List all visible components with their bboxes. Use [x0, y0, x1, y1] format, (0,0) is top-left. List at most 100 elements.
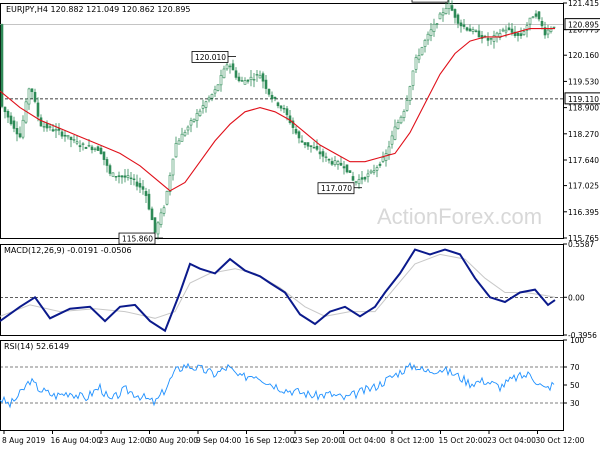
candle-body — [414, 57, 418, 70]
price-tick-label: 115.765 — [568, 234, 599, 243]
candle-body — [36, 102, 40, 117]
candle-body — [126, 175, 130, 178]
candle-body — [348, 170, 352, 173]
candle-body — [189, 120, 193, 126]
candle-body — [318, 151, 322, 155]
candle-body — [285, 108, 289, 116]
candle-body — [39, 117, 43, 127]
price-tick-label: 117.640 — [568, 156, 599, 165]
candle-body — [261, 73, 265, 82]
candle-body — [417, 55, 421, 60]
candle-body — [465, 27, 469, 31]
candle-body — [471, 29, 475, 32]
rsi-panel: RSI(14) 52.6149 100 70 50 30 — [0, 336, 585, 409]
annotation-box — [317, 182, 355, 195]
candle-body — [90, 146, 94, 151]
price-tick-label: 118.270 — [568, 130, 599, 139]
candle-body — [75, 141, 79, 144]
candle-body — [393, 126, 397, 140]
candle-body — [57, 128, 61, 131]
candle-body — [207, 97, 211, 101]
candle-body — [375, 167, 379, 171]
candle-body — [66, 134, 70, 138]
reference-box — [564, 92, 600, 105]
candle-body — [117, 175, 121, 177]
candle-body — [396, 122, 400, 129]
candle-body — [273, 96, 277, 99]
candle-body — [363, 176, 367, 180]
candle-body — [69, 136, 73, 141]
rsi-tick-label: 100 — [570, 336, 585, 345]
macd-line — [0, 248, 556, 333]
candle-body — [123, 175, 127, 178]
candle-body — [144, 191, 148, 196]
candle-body — [3, 106, 7, 113]
macd-panel-title: MACD(12,26,9) -0.0191 -0.0506 — [4, 246, 132, 255]
price-panel-title: EURJPY,H4 120.882 121.049 120.862 120.89… — [6, 5, 191, 14]
rsi-tick-label: 70 — [570, 363, 580, 372]
candle-body — [459, 22, 463, 27]
candle-body — [27, 88, 31, 105]
candle-body — [402, 111, 406, 118]
candle-body — [99, 147, 103, 155]
candle-body — [72, 139, 76, 141]
candle-body — [432, 23, 436, 32]
candle-body — [519, 33, 523, 37]
candle-body — [549, 28, 553, 32]
candle-body — [216, 84, 220, 91]
annotation-box — [191, 51, 229, 63]
candle-body — [300, 140, 304, 143]
macd-tick-label: 0.5587 — [568, 240, 594, 249]
candle-body — [399, 116, 403, 124]
candle-body — [279, 105, 283, 109]
panel-frame-0 — [0, 3, 564, 239]
candle-body — [120, 175, 124, 178]
candle-body — [297, 131, 301, 139]
candle-body — [291, 120, 295, 128]
candle-body — [435, 23, 439, 25]
candle-body — [195, 113, 199, 121]
annotation-label: 117.070 — [321, 184, 352, 193]
candle-body — [30, 88, 34, 93]
candle-body — [504, 29, 508, 33]
candle-body — [369, 170, 373, 174]
candle-body — [330, 161, 334, 165]
candle-body — [153, 217, 157, 233]
candle-body — [294, 128, 298, 134]
candle-body — [420, 47, 424, 56]
candle-body — [339, 162, 343, 166]
candle-body — [198, 110, 202, 116]
price-tick-label: 117.025 — [568, 182, 599, 191]
candle-body — [219, 75, 223, 86]
time-tick-label: 23 Oct 04:00 — [487, 436, 536, 445]
time-tick-label: 23 Aug 12:00 — [99, 436, 150, 445]
time-tick-label: 8 Aug 2019 — [2, 436, 45, 445]
macd-panel: MACD(12,26,9) -0.0191 -0.0506 0.5587 0.00… — [0, 240, 597, 340]
price-tick-label: 118.900 — [568, 104, 599, 113]
rsi-tick-label: 50 — [570, 381, 580, 390]
candle-body — [492, 35, 496, 42]
current-price-box — [564, 18, 600, 31]
candle-body — [159, 212, 163, 225]
candle-body — [87, 144, 91, 147]
time-tick-label: 1 Oct 04:00 — [342, 436, 386, 445]
candle-body — [474, 30, 478, 32]
time-tick-label: 30 Oct 12:00 — [536, 436, 585, 445]
candle-body — [228, 65, 232, 68]
annotation-label: 120.010 — [195, 53, 226, 62]
price-tick-label: 120.160 — [568, 51, 599, 60]
macd-signal-line — [0, 253, 556, 319]
time-tick-label: 16 Aug 04:00 — [51, 436, 102, 445]
candle-body — [54, 129, 58, 132]
candle-body — [102, 151, 106, 160]
macd-tick-label: 0.00 — [568, 293, 585, 302]
candle-body — [486, 37, 490, 41]
candle-body — [267, 88, 271, 95]
candle-body — [510, 28, 514, 33]
rsi-line — [0, 361, 555, 409]
candle-body — [165, 190, 169, 205]
candle-body — [354, 181, 358, 183]
candle-body — [243, 80, 247, 85]
candle-body — [546, 29, 550, 35]
